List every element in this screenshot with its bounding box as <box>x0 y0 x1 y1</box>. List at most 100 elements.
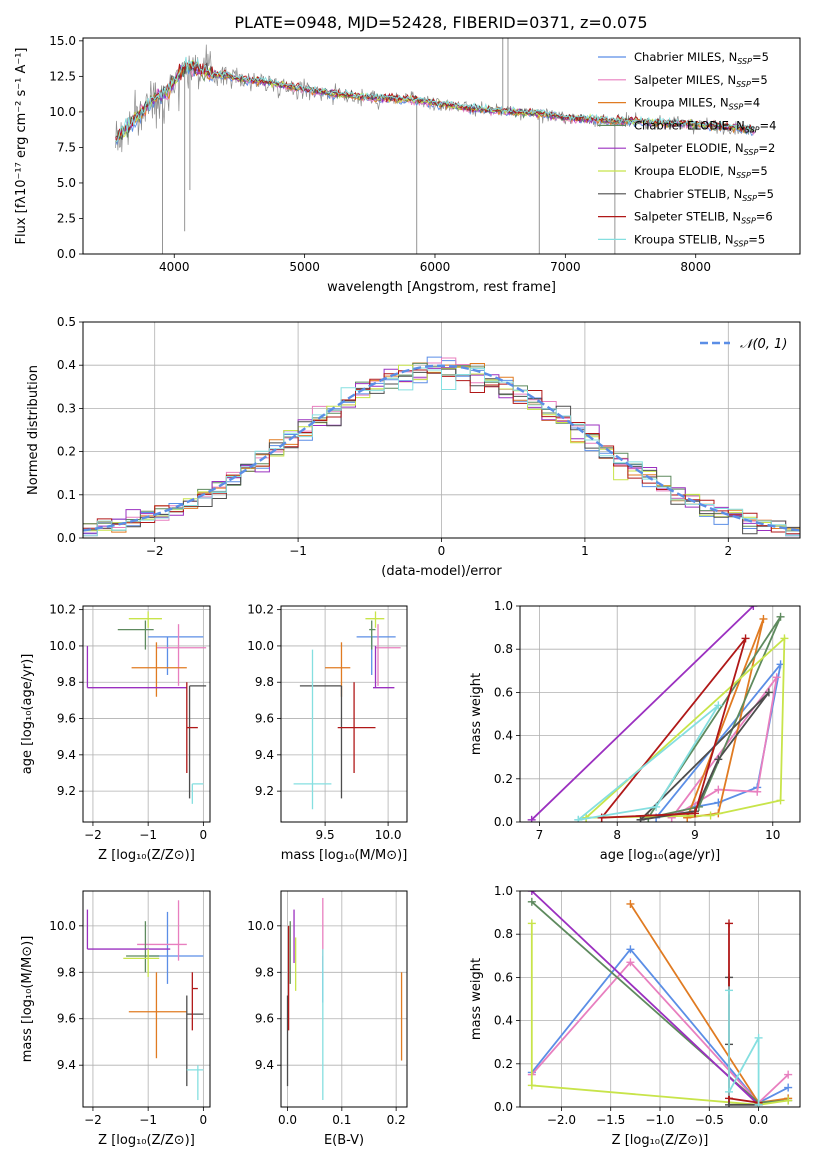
y-axis-label: Normed distribution <box>26 365 41 495</box>
x-tick-label: −1 <box>139 828 157 842</box>
x-tick-label: 8000 <box>680 260 711 274</box>
series-point <box>626 945 635 954</box>
axes-frame <box>82 321 801 539</box>
y-tick-label: 9.8 <box>255 965 274 979</box>
y-tick-label: 10.2 <box>247 603 274 617</box>
series-line <box>531 947 789 1104</box>
errorbar-kroupa-stelib <box>293 649 332 810</box>
axes-frame <box>519 890 801 1108</box>
errorbar-chabrier-stelib <box>186 995 204 1087</box>
y-axis-label: Flux [fλ10⁻¹⁷ erg cm⁻² s⁻¹ A⁻¹] <box>14 48 29 245</box>
errorbar-kroupa-miles <box>128 972 187 1059</box>
series-point <box>714 701 723 710</box>
y-tick-label: 9.4 <box>255 748 274 762</box>
x-axis-label: Z [log₁₀(Z/Z⊙)] <box>612 1133 709 1148</box>
series-line <box>647 616 782 819</box>
errorbar-chabrier-stelib <box>299 685 343 799</box>
series-point <box>784 1096 793 1105</box>
panel-age-vs-z: −2 −1 0 9.2 9.4 9.6 9.8 10.0 10.2 Z [log₁₀(Z/Z⊙)]… <box>20 603 211 863</box>
panel-mass-vs-z: −2 −1 0 9.4 9.6 9.8 10.0 Z [log₁₀(Z/Z⊙)] mass [l… <box>20 890 211 1148</box>
x-tick-label: −2 <box>84 828 102 842</box>
y-tick-label: 9.6 <box>255 712 274 726</box>
panel-weight-vs-z: −2.0 −1.5 −1.0 −0.5 0.0 0.0 0.2 0.4 0.6 0.8 1.0 Z [… <box>469 884 801 1148</box>
errorbar-salpeter-elodie <box>86 909 171 950</box>
series-point <box>776 796 785 805</box>
normal-curve <box>83 364 800 532</box>
series-point <box>636 815 645 822</box>
series-point <box>626 958 635 967</box>
x-tick-label: 0 <box>200 828 208 842</box>
plot-area <box>527 891 793 1107</box>
errorbar-chabrier-stelib <box>188 685 207 799</box>
spectrum-model-kroupa-stelib <box>115 56 755 143</box>
panel-mass-vs-ebv: 0.0 0.1 0.2 9.4 9.6 9.8 10.0 E(B-V) <box>247 890 408 1148</box>
errorbar-chabrier-elodie <box>369 620 376 650</box>
x-axis-label: wavelength [Angstrom, rest frame] <box>327 280 556 295</box>
y-tick-label: 0.3 <box>57 401 76 415</box>
series-point <box>784 1070 793 1079</box>
y-tick-label: 0.6 <box>494 685 513 699</box>
y-axis-label: age [log₁₀(age/yr)] <box>20 654 35 775</box>
x-tick-label: 1 <box>581 544 589 558</box>
x-tick-label: 7 <box>536 828 544 842</box>
errorbar-salpeter-stelib <box>186 682 198 773</box>
x-tick-label: −2 <box>146 544 164 558</box>
spectrum-data-line <box>115 44 755 153</box>
axes-frame <box>519 605 801 823</box>
plot-area <box>83 356 800 538</box>
spectrum-model-chabrier-stelib <box>115 61 755 141</box>
errorbar-salpeter-stelib <box>191 972 198 1031</box>
legend-label-salpeter-stelib: Salpeter STELIB, NSSP=6 <box>634 210 773 226</box>
y-tick-label: 10.0 <box>49 639 76 653</box>
x-tick-label: 4000 <box>159 260 190 274</box>
histogram-salpeter-miles <box>83 357 800 538</box>
plot-area <box>286 897 403 1101</box>
series-point <box>714 785 723 794</box>
series-kroupa-stelib <box>574 701 723 822</box>
y-tick-label: 0.4 <box>494 729 513 743</box>
y-tick-label: 1.0 <box>494 599 513 613</box>
series-point <box>754 1100 763 1107</box>
y-tick-label: 2.5 <box>57 211 76 225</box>
legend-label-chabrier-elodie: Chabrier ELODIE, NSSP=4 <box>634 118 776 134</box>
errorbar-chabrier-elodie <box>117 620 154 650</box>
errorbar-chabrier-miles <box>148 636 204 675</box>
y-tick-label: 0.8 <box>494 642 513 656</box>
series-line <box>577 704 720 821</box>
spectrum-legend: Chabrier MILES, NSSP=5 Salpeter MILES, NS… <box>598 50 776 248</box>
y-tick-label: 0.0 <box>57 247 76 261</box>
x-tick-label: 0.1 <box>332 1113 351 1127</box>
errorbar-salpeter-miles <box>375 624 401 686</box>
series-point <box>772 673 781 682</box>
x-tick-label: 0.0 <box>278 1113 297 1127</box>
panel-residuals: −2 −1 0 1 2 0.0 0.1 0.2 0.3 0.4 0.5 (data-model)/er… <box>26 315 801 579</box>
series-point <box>754 1033 763 1042</box>
x-axis-label: Z [log₁₀(Z/Z⊙)] <box>98 848 195 863</box>
series-point <box>725 919 734 928</box>
y-tick-label: 9.2 <box>57 784 76 798</box>
x-tick-label: 8 <box>613 828 621 842</box>
series-point <box>725 986 734 995</box>
series-line <box>530 923 789 1106</box>
x-axis-label: age [log₁₀(age/yr)] <box>600 848 721 863</box>
y-tick-label: 9.8 <box>57 965 76 979</box>
panel-age-vs-mass: 9.5 10.0 9.2 9.4 9.6 9.8 10.0 10.2 mass [log₁₀(M… <box>247 603 408 863</box>
series-point <box>749 606 758 610</box>
y-tick-label: 0.1 <box>57 488 76 502</box>
plot-area <box>86 611 207 804</box>
legend-label-salpeter-miles: Salpeter MILES, NSSP=5 <box>634 73 768 89</box>
series-point <box>527 897 536 906</box>
legend-label-kroupa-miles: Kroupa MILES, NSSP=4 <box>634 96 760 112</box>
y-tick-label: 9.6 <box>57 1012 76 1026</box>
legend-label-salpeter-elodie: Salpeter ELODIE, NSSP=2 <box>634 141 775 157</box>
panels: 4000 5000 6000 7000 80000.02.55.07.510.012.5… <box>14 34 801 1148</box>
y-tick-label: 10.0 <box>49 919 76 933</box>
series-kroupa-stelib <box>725 986 763 1107</box>
x-tick-label: 9.5 <box>316 828 335 842</box>
x-tick-label: 2 <box>724 544 732 558</box>
y-tick-label: 0.2 <box>494 772 513 786</box>
spectrum-model-chabrier-miles <box>115 63 755 146</box>
y-axis-label: mass weight <box>469 673 484 755</box>
y-tick-label: 0.0 <box>57 531 76 545</box>
y-tick-label: 0.0 <box>494 1100 513 1114</box>
